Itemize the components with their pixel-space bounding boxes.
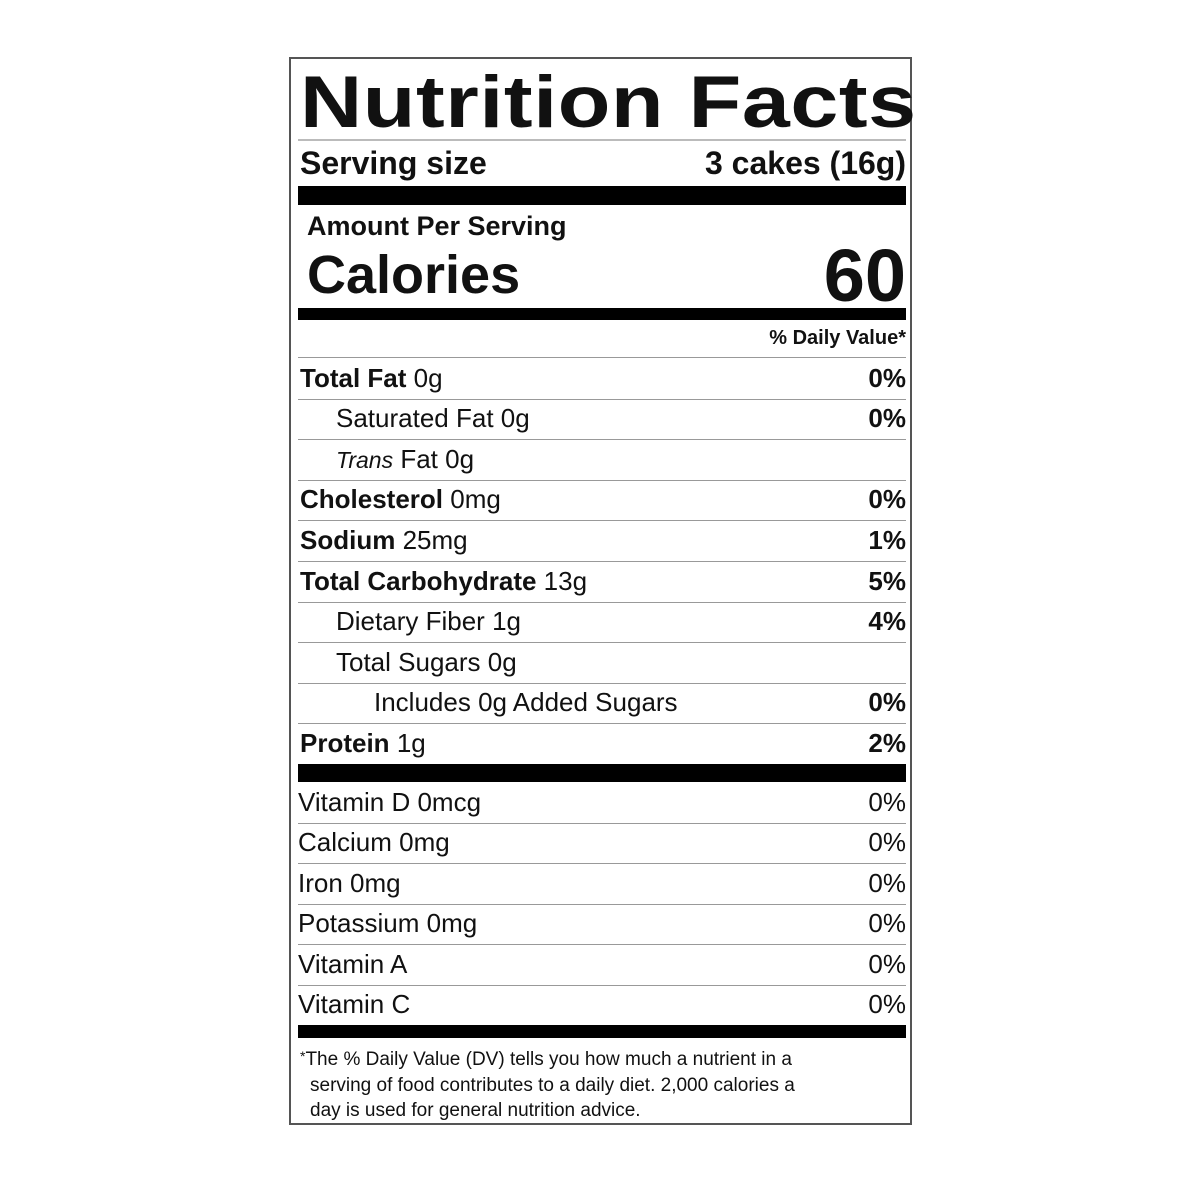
vitamin-daily-value: 0% [868,948,906,979]
nutrient-daily-value: 1% [868,524,906,555]
vitamin-daily-value: 0% [868,989,906,1019]
nutrient-daily-value: 0% [868,484,906,515]
vitamin-name: Iron 0mg [298,867,401,898]
nutrient-row: Sodium 25mg 1% [298,520,906,560]
amount-per-serving: Amount Per Serving [307,211,567,241]
serving-size-value: 3 cakes (16g) [704,144,906,181]
vitamin-name: Potassium 0mg [298,908,478,938]
nutrient-row: Dietary Fiber 1g 4% [298,602,906,642]
nutrient-name: Total Carbohydrate 13g [300,565,588,596]
footnote-star: * [300,1048,306,1064]
vitamin-row: Iron 0mg 0% [298,863,906,903]
nutrient-daily-value: 5% [868,565,906,596]
nutrient-row: Protein 1g 2% [298,723,906,763]
label-title: Nutrition Facts [300,62,917,143]
vitamin-daily-value: 0% [868,908,906,938]
divider [298,903,906,905]
serving-size-label: Serving size [300,144,487,181]
divider [298,439,906,441]
divider [298,944,906,945]
nutrient-name: Trans Fat 0g [336,443,475,474]
nutrient-daily-value: 2% [868,727,906,758]
thick-divider [298,764,906,782]
nutrient-name: Total Sugars 0g [336,646,517,677]
nutrient-amount: 0g [500,403,530,434]
nutrient-name: Cholesterol 0mg [300,484,501,515]
vitamin-name: Vitamin A [298,948,408,979]
nutrient-row: Trans Fat 0g [298,439,906,479]
divider [298,520,906,522]
nutrient-amount: 0g [487,646,517,677]
nutrient-amount: 25mg [402,524,468,555]
nutrient-row: Total Fat 0g 0% [298,358,906,398]
nutrient-name: Includes 0g Added Sugars [374,687,678,718]
divider [298,984,906,986]
vitamin-row: Vitamin C 0% [298,985,906,1025]
divider [298,398,906,400]
daily-value-header: % Daily Value* [769,327,906,349]
divider [298,601,906,603]
divider [298,642,906,644]
nutrient-daily-value: 4% [868,606,906,637]
divider [298,723,906,725]
vitamin-row: Vitamin A 0% [298,944,906,984]
nutrient-daily-value: 0% [868,403,906,434]
divider [298,822,906,824]
vitamin-name: Vitamin C [298,989,411,1019]
calories-value: 60 [823,233,906,317]
divider [298,139,906,141]
divider [298,357,906,358]
footnote-line: serving of food contributes to a daily d… [310,1074,795,1096]
divider [298,863,906,864]
vitamin-row: Vitamin D 0mcg 0% [298,782,906,822]
serving-size-row: Serving size 3 cakes (16g) [298,143,906,183]
nutrient-name: Dietary Fiber 1g [336,606,521,637]
vitamin-daily-value: 0% [868,786,906,817]
vitamin-row: Potassium 0mg 0% [298,904,906,944]
footnote: *The % Daily Value (DV) tells you how mu… [300,1044,900,1124]
nutrient-row: Includes 0g Added Sugars 0% [298,683,906,723]
nutrient-amount: 0mg [450,484,501,515]
nutrient-amount: 0g [445,443,475,474]
nutrient-row: Total Carbohydrate 13g 5% [298,561,906,601]
calories-label: Calories [307,245,521,305]
vitamin-daily-value: 0% [868,867,906,898]
vitamin-row: Calcium 0mg 0% [298,823,906,863]
nutrient-amount: 13g [543,565,588,596]
nutrient-daily-value: 0% [868,687,906,718]
nutrient-name: Saturated Fat 0g [336,403,530,434]
footnote-line: *The % Daily Value (DV) tells you how mu… [300,1048,792,1070]
divider [298,479,906,481]
nutrient-amount: 0g [413,362,443,393]
nutrient-name: Total Fat 0g [300,362,443,393]
vitamin-name: Calcium 0mg [298,827,450,857]
nutrient-row: Total Sugars 0g [298,642,906,682]
nutrient-amount: 1g [396,727,426,758]
footnote-line: day is used for general nutrition advice… [310,1100,641,1121]
thick-divider [298,186,906,205]
thick-divider [298,308,906,320]
calories-row: Calories 60 [298,234,906,317]
nutrient-row: Saturated Fat 0g 0% [298,399,906,439]
divider [298,561,906,562]
nutrition-facts-label: Nutrition Facts Serving size 3 cakes (16… [289,57,916,1125]
nutrient-name: Sodium 25mg [300,524,468,555]
nutrient-amount: 1g [492,606,521,637]
divider [298,682,906,684]
vitamin-daily-value: 0% [868,827,906,857]
thick-divider [298,1025,906,1038]
nutrient-daily-value: 0% [868,362,906,393]
nutrient-name: Protein 1g [300,727,426,758]
vitamin-name: Vitamin D 0mcg [298,786,482,817]
nutrient-row: Cholesterol 0mg 0% [298,480,906,520]
